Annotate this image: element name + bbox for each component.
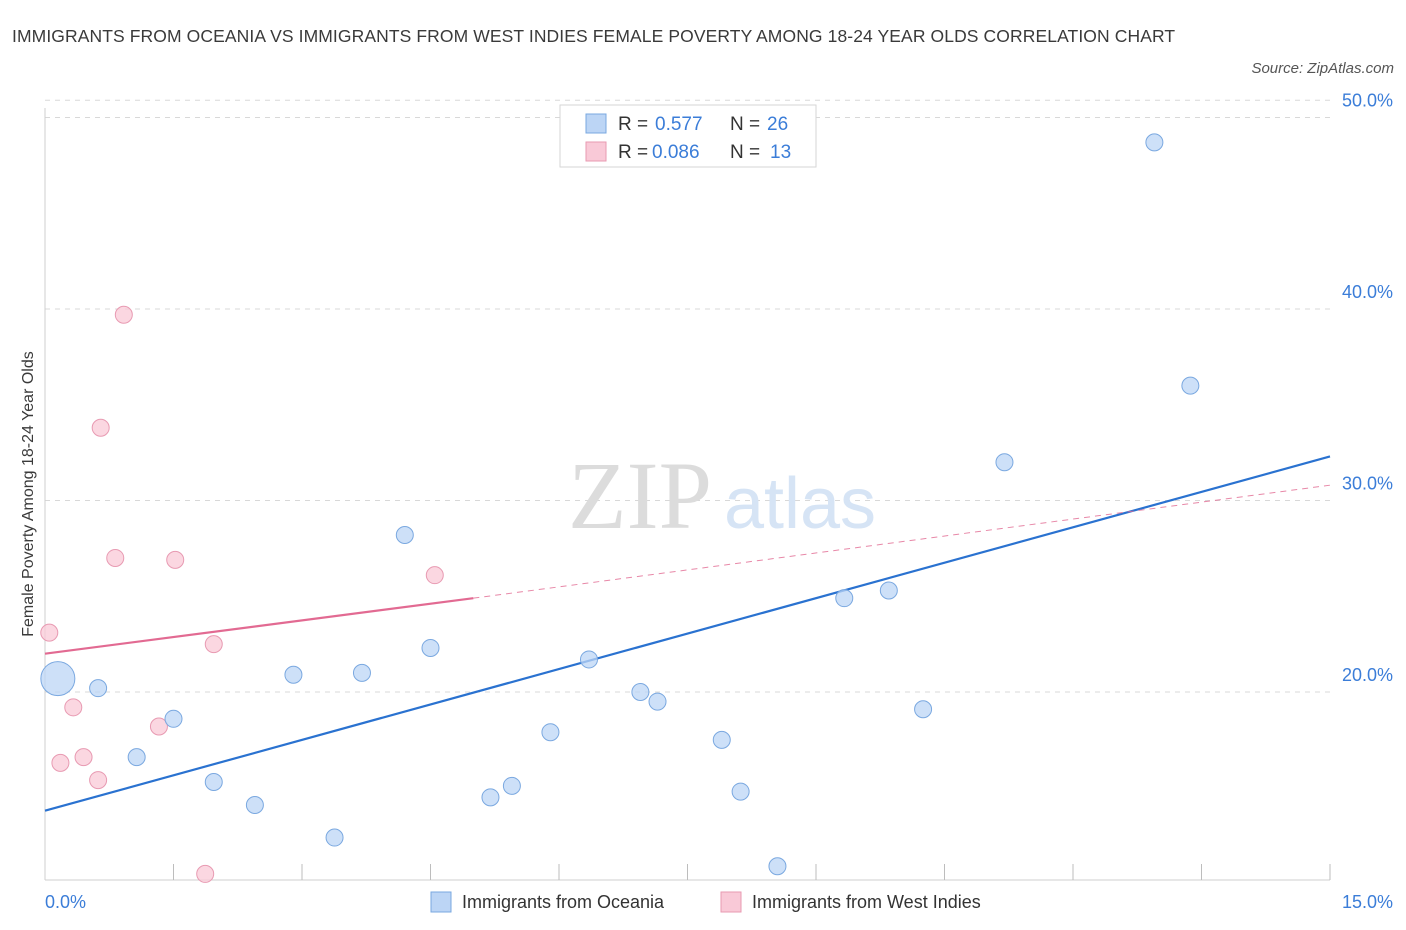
axes <box>44 108 1331 881</box>
point-westindies <box>89 771 108 790</box>
data-points <box>40 133 1200 883</box>
point-westindies <box>64 698 83 717</box>
point-oceania <box>502 776 521 795</box>
bottom-legend-label-oceania: Immigrants from Oceania <box>462 892 665 912</box>
point-oceania <box>1181 376 1200 395</box>
legend-r-label-westindies: R = <box>618 142 648 163</box>
point-oceania <box>879 581 898 600</box>
legend-swatch-oceania <box>585 113 607 134</box>
source-label: Source: ZipAtlas.com <box>1251 60 1394 77</box>
y-tick-label: 40.0% <box>1342 282 1393 302</box>
x-tick-label-min: 0.0% <box>45 892 86 912</box>
point-oceania <box>648 692 667 711</box>
chart-title: IMMIGRANTS FROM OCEANIA VS IMMIGRANTS FR… <box>12 26 1176 46</box>
point-oceania <box>914 700 933 719</box>
legend: R = 0.577 N = 26 R = 0.086 N = 13 <box>559 104 817 168</box>
point-westindies <box>74 748 93 767</box>
trend-lines <box>44 455 1331 812</box>
point-oceania <box>395 525 414 544</box>
point-westindies <box>51 753 70 772</box>
legend-r-value-oceania: 0.577 <box>655 114 703 135</box>
point-oceania <box>352 663 371 682</box>
point-oceania <box>995 453 1014 472</box>
y-tick-label: 20.0% <box>1342 665 1393 685</box>
point-oceania <box>204 773 223 792</box>
point-westindies <box>149 717 168 736</box>
point-oceania <box>768 857 787 876</box>
grid-lines <box>45 99 1330 693</box>
watermark: ZIP atlas <box>568 442 876 549</box>
legend-n-value-oceania: 26 <box>767 114 788 135</box>
point-oceania <box>835 589 854 608</box>
x-tick-label-max: 15.0% <box>1342 892 1393 912</box>
legend-n-label-oceania: N = <box>730 114 760 135</box>
tick-labels: 20.0% 30.0% 40.0% 50.0% 0.0% 15.0% <box>45 91 1393 913</box>
point-westindies <box>425 566 444 585</box>
point-oceania <box>245 795 264 814</box>
point-oceania <box>481 788 500 807</box>
y-axis-label: Female Poverty Among 18-24 Year Olds <box>20 351 37 637</box>
point-oceania <box>1145 133 1164 152</box>
point-oceania <box>40 661 76 697</box>
legend-swatch-westindies <box>585 141 607 162</box>
bottom-legend-swatch-oceania <box>430 891 452 913</box>
point-oceania <box>164 709 183 728</box>
point-westindies <box>114 305 133 324</box>
trend-line-westindies <box>44 597 474 655</box>
point-oceania <box>731 782 750 801</box>
point-oceania <box>631 683 650 701</box>
legend-r-value-westindies: 0.086 <box>652 142 700 163</box>
point-westindies <box>204 635 223 654</box>
trend-line-oceania <box>44 455 1331 812</box>
point-oceania <box>541 723 560 742</box>
y-tick-label: 50.0% <box>1342 91 1393 111</box>
legend-n-label-westindies: N = <box>730 142 760 163</box>
point-oceania <box>712 730 731 749</box>
bottom-legend-swatch-westindies <box>720 891 742 913</box>
point-oceania <box>325 828 344 847</box>
point-westindies <box>196 864 215 883</box>
point-oceania <box>89 679 108 698</box>
point-westindies <box>106 548 125 567</box>
legend-n-value-westindies: 13 <box>770 142 791 163</box>
point-westindies <box>91 418 110 437</box>
watermark-atlas: atlas <box>724 464 876 544</box>
point-oceania <box>284 665 303 684</box>
point-westindies <box>40 623 59 642</box>
legend-r-label-oceania: R = <box>618 114 648 135</box>
point-oceania <box>127 748 146 767</box>
point-westindies <box>166 550 185 569</box>
watermark-zip: ZIP <box>568 442 712 549</box>
point-oceania <box>579 650 598 669</box>
bottom-legend: Immigrants from Oceania Immigrants from … <box>430 891 981 913</box>
y-tick-label: 30.0% <box>1342 474 1393 494</box>
trend-line-westindies-projection <box>473 484 1331 599</box>
point-oceania <box>421 638 440 657</box>
bottom-legend-label-westindies: Immigrants from West Indies <box>752 892 981 912</box>
